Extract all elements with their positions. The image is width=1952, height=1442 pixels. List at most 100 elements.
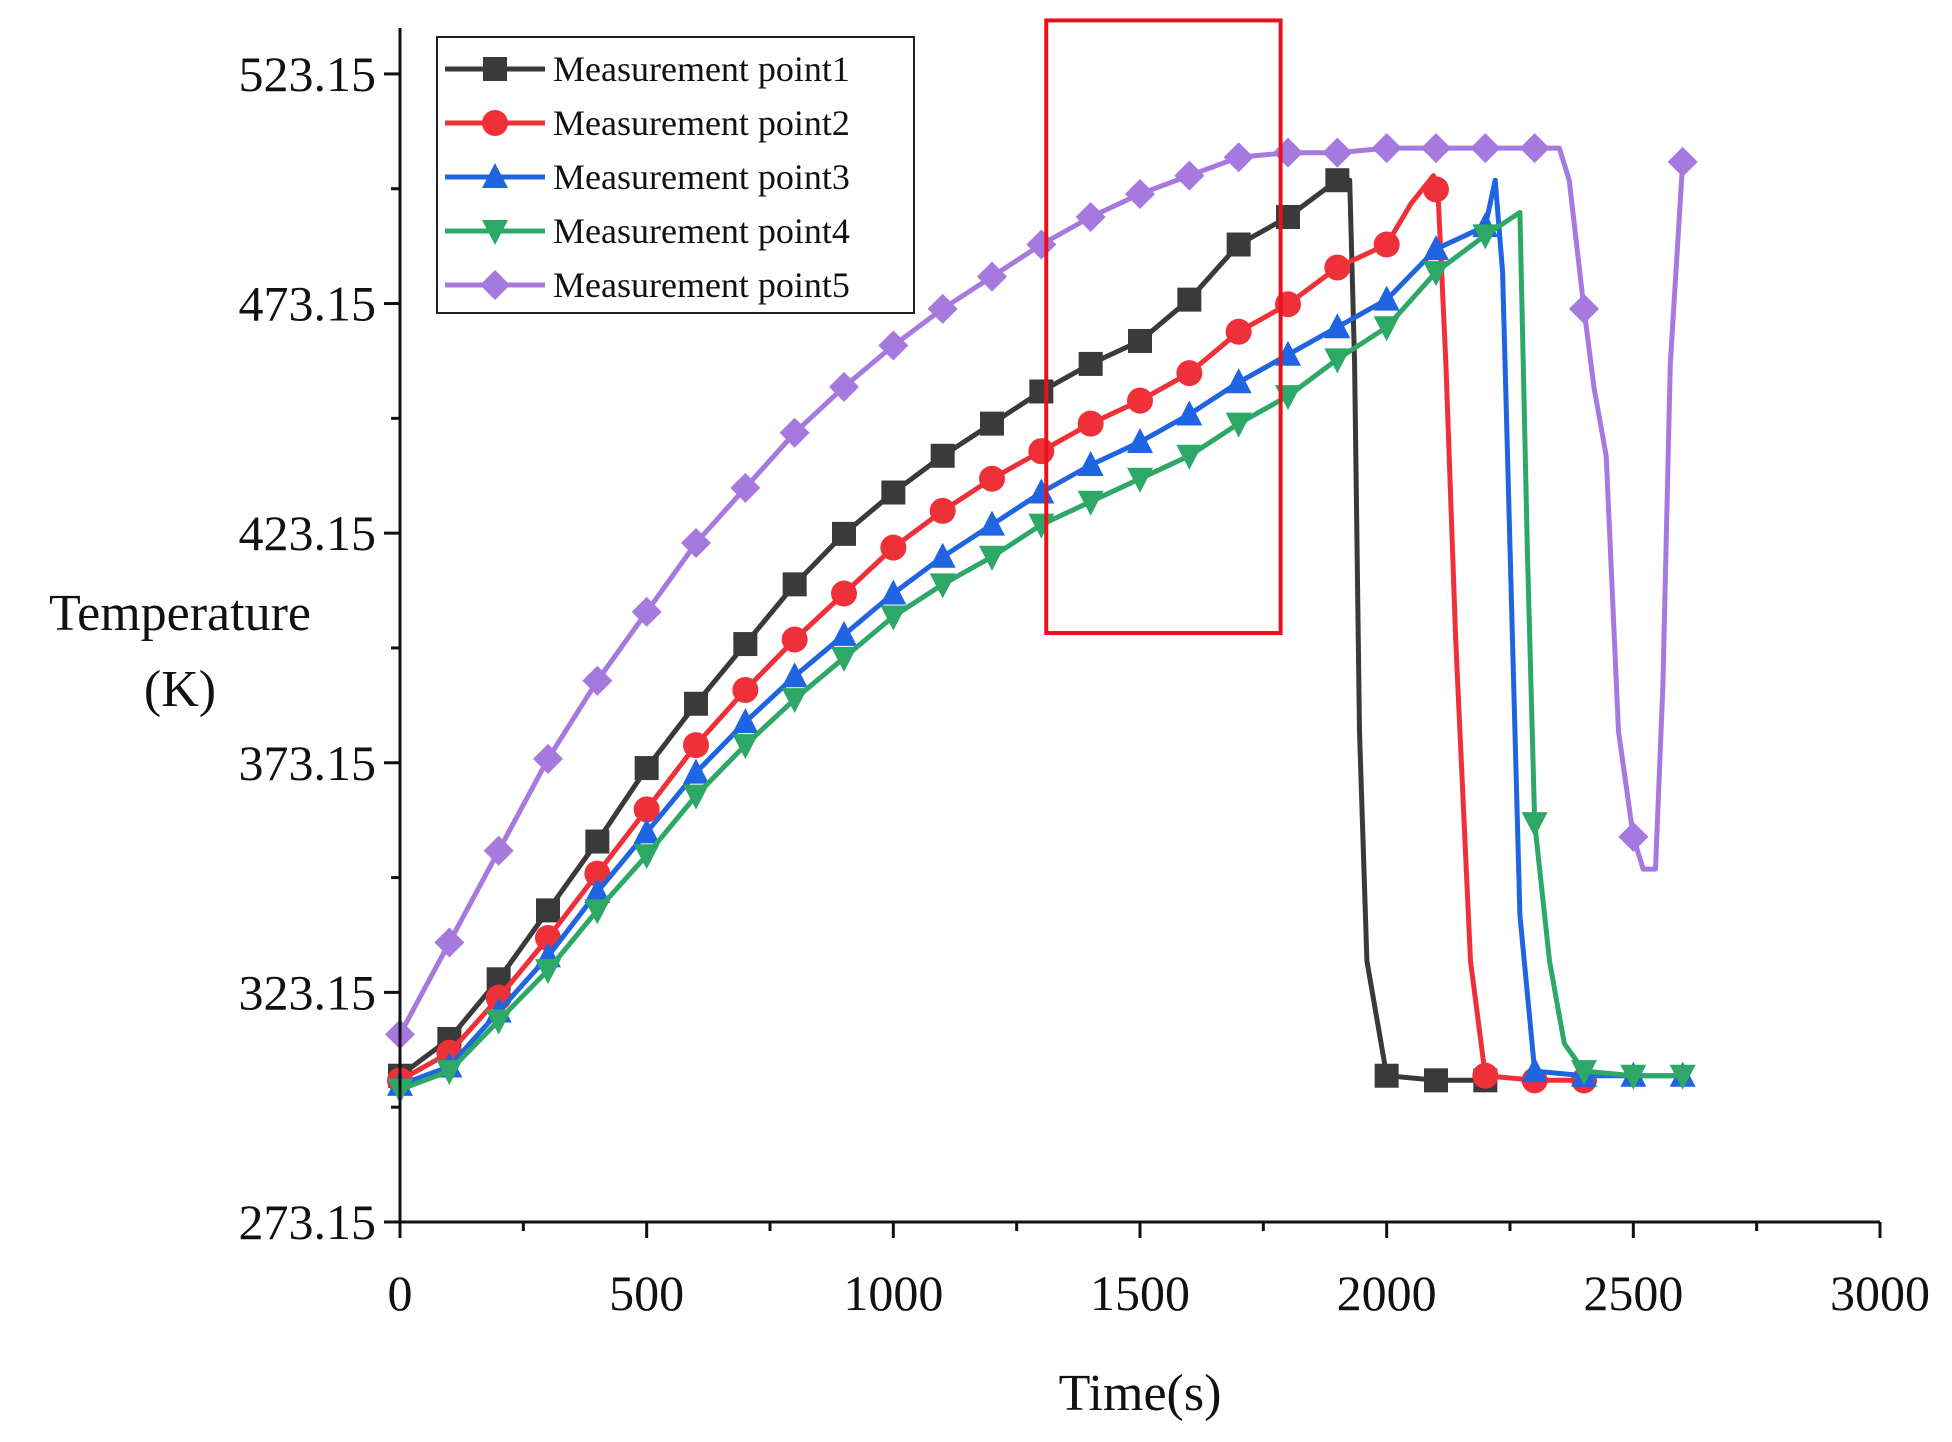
x-tick-label: 2000 xyxy=(1337,1265,1437,1321)
data-point-5 xyxy=(927,293,958,324)
data-point-2 xyxy=(1028,438,1055,465)
data-point-2 xyxy=(633,796,660,823)
legend: Measurement point1 Measurement point2 Meas… xyxy=(436,36,915,314)
data-point-5 xyxy=(483,835,514,866)
x-tick-label: 3000 xyxy=(1830,1265,1930,1321)
data-point-3 xyxy=(1324,313,1351,339)
data-point-1 xyxy=(832,521,856,546)
data-point-5 xyxy=(1371,133,1402,164)
data-point-5 xyxy=(1618,821,1649,852)
data-point-5 xyxy=(1273,137,1303,168)
series-line-5 xyxy=(397,145,1686,1036)
x-tick-label: 1000 xyxy=(843,1265,943,1321)
data-point-2 xyxy=(683,732,709,759)
data-point-3 xyxy=(880,579,907,605)
series-line-4 xyxy=(399,209,1683,1092)
legend-label: Measurement point2 xyxy=(553,103,850,143)
data-point-1 xyxy=(1424,1068,1448,1093)
data-point-1 xyxy=(684,691,708,716)
data-point-4 xyxy=(1127,467,1153,493)
data-point-5 xyxy=(829,371,859,402)
data-point-4 xyxy=(1225,412,1252,438)
data-point-5 xyxy=(533,743,563,774)
data-point-3 xyxy=(683,758,709,784)
data-point-3 xyxy=(1127,427,1153,453)
data-point-5 xyxy=(1223,142,1254,173)
data-point-1 xyxy=(536,898,560,923)
data-point-1 xyxy=(980,411,1004,436)
data-point-4 xyxy=(1620,1064,1647,1090)
legend-label: Measurement point3 xyxy=(553,157,850,197)
data-point-1 xyxy=(1078,351,1103,376)
data-point-2 xyxy=(880,534,907,561)
data-point-5 xyxy=(1075,201,1106,232)
data-point-2 xyxy=(584,860,611,887)
data-point-5 xyxy=(977,261,1007,292)
data-point-4 xyxy=(436,1060,463,1086)
data-point-2 xyxy=(1373,231,1400,258)
legend-marker xyxy=(482,220,508,245)
data-point-3 xyxy=(633,818,660,844)
legend-label: Measurement point4 xyxy=(553,211,850,251)
legend-marker xyxy=(482,110,508,136)
data-point-5 xyxy=(582,665,613,696)
data-point-1 xyxy=(1325,168,1350,193)
data-point-2 xyxy=(1423,176,1449,203)
data-point-1 xyxy=(585,829,610,854)
data-point-1 xyxy=(1128,328,1152,353)
data-point-1 xyxy=(930,443,955,468)
data-point-1 xyxy=(1029,379,1054,404)
data-point-2 xyxy=(1225,318,1252,345)
data-point-2 xyxy=(1324,254,1351,281)
data-point-3 xyxy=(1028,478,1055,504)
data-point-2 xyxy=(1077,410,1104,437)
data-point-3 xyxy=(584,878,611,904)
y-ticks: 273.15 323.15 373.15 423.15 473.15 523.15 xyxy=(239,46,400,1250)
x-axis-title: Time(s) xyxy=(1059,1365,1222,1422)
data-point-5 xyxy=(1322,137,1353,168)
data-point-2 xyxy=(979,465,1005,492)
data-point-4 xyxy=(1521,812,1548,838)
data-point-5 xyxy=(878,330,909,361)
data-point-2 xyxy=(929,497,956,524)
data-point-4 xyxy=(831,646,857,672)
data-point-1 xyxy=(1226,232,1251,257)
data-point-2 xyxy=(1472,1062,1499,1089)
data-point-4 xyxy=(1571,1060,1597,1086)
y-tick-label: 273.15 xyxy=(239,1194,377,1250)
data-point-2 xyxy=(781,626,808,653)
data-point-4 xyxy=(979,545,1005,571)
data-point-4 xyxy=(535,959,561,985)
data-point-3 xyxy=(781,662,808,688)
data-point-5 xyxy=(631,596,662,627)
data-point-2 xyxy=(732,676,759,703)
series-line-2 xyxy=(398,173,1584,1083)
x-ticks: 0 500 1000 1500 2000 2500 3000 xyxy=(388,1222,1930,1321)
data-point-3 xyxy=(929,542,956,568)
data-point-5 xyxy=(1470,133,1501,164)
data-point-4 xyxy=(781,688,808,714)
data-point-4 xyxy=(1324,348,1351,374)
data-point-5 xyxy=(1421,133,1451,164)
data-point-2 xyxy=(1127,387,1153,414)
plot-area xyxy=(385,18,1698,1104)
data-point-5 xyxy=(1519,133,1550,164)
data-point-4 xyxy=(584,899,611,925)
data-point-4 xyxy=(732,734,759,760)
legend-marker xyxy=(480,270,510,300)
data-point-3 xyxy=(732,708,759,734)
y-tick-label: 523.15 xyxy=(239,46,377,102)
data-point-4 xyxy=(1472,224,1499,250)
data-point-1 xyxy=(782,572,807,597)
x-tick-label: 0 xyxy=(388,1265,413,1321)
data-point-4 xyxy=(1077,490,1104,516)
data-point-3 xyxy=(1077,450,1104,476)
data-point-4 xyxy=(929,573,956,599)
data-point-5 xyxy=(1026,229,1057,260)
data-point-5 xyxy=(1569,293,1599,324)
data-point-5 xyxy=(681,528,711,559)
y-tick-label: 473.15 xyxy=(239,276,377,332)
data-point-2 xyxy=(831,580,857,607)
data-point-4 xyxy=(1423,261,1449,287)
data-point-4 xyxy=(633,844,660,870)
